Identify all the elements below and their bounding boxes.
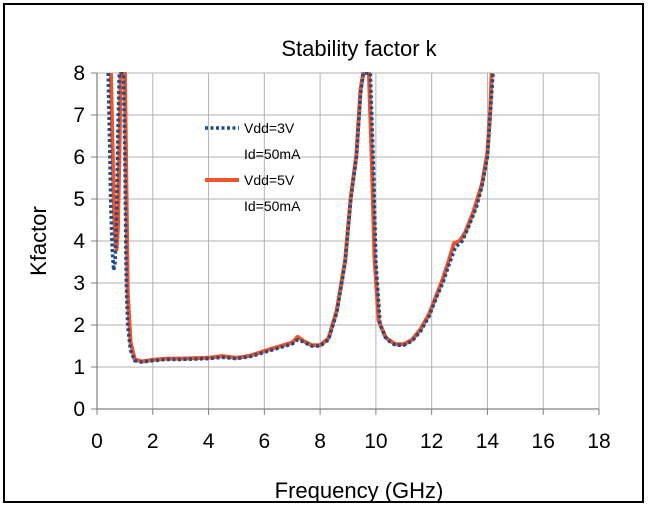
y-tick-label: 5 [73,188,85,211]
x-tick-label: 12 [420,430,443,453]
series-line-1 [106,72,495,364]
x-tick-label: 16 [532,430,555,453]
y-tick-label: 6 [73,146,85,169]
y-tick-label: 3 [73,272,85,295]
x-tick-label: 0 [91,430,103,453]
y-tick-label: 8 [73,62,85,85]
series-line-2 [108,72,494,364]
x-tick-label: 2 [147,430,159,453]
x-tick-label: 18 [587,430,610,453]
chart-title: Stability factor k [281,36,437,61]
legend-label-1-line-1: Vdd=3V [244,120,295,136]
legend-label-2-line-1: Vdd=5V [244,172,295,188]
y-tick-label: 2 [73,314,85,337]
x-tick-label: 14 [476,430,500,453]
x-tick-label: 4 [203,430,215,453]
y-tick-label: 7 [73,104,85,127]
legend-label-2-line-2: Id=50mA [244,198,301,214]
y-tick-label: 0 [73,398,85,421]
series-lines [106,72,495,364]
legend-label-1-line-2: Id=50mA [244,146,301,162]
y-axis-title: Kfactor [26,206,51,276]
x-tick-label: 8 [314,430,326,453]
x-tick-label: 10 [364,430,387,453]
x-axis-title: Frequency (GHz) [275,478,444,503]
x-tick-label: 6 [258,430,270,453]
legend: Vdd=3V Id=50mA Vdd=5V Id=50mA [205,120,301,214]
y-tick-label: 4 [73,230,85,253]
y-tick-label: 1 [73,356,85,379]
